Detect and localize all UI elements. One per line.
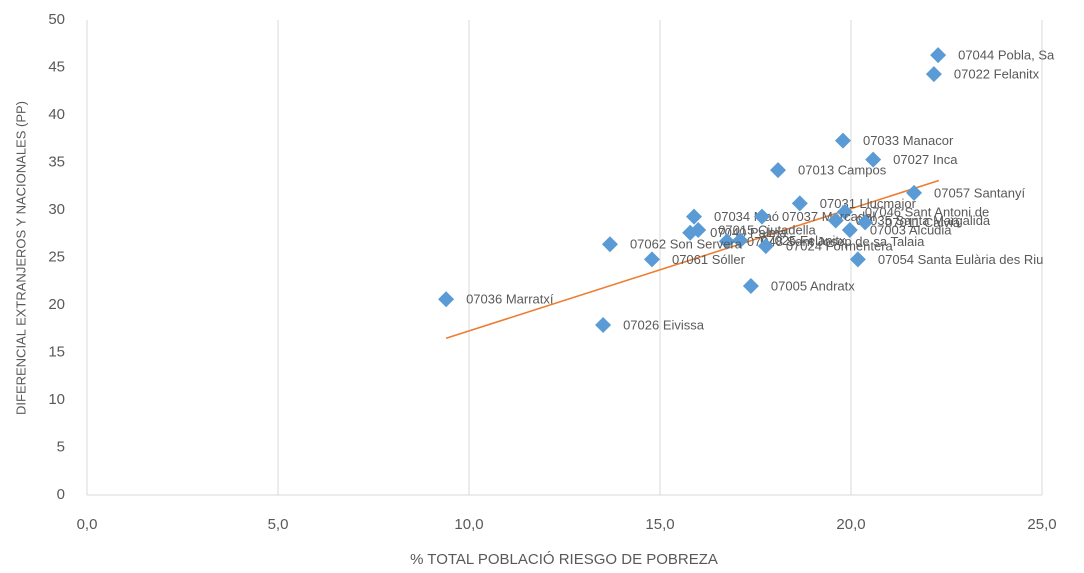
x-tick-label: 5,0: [268, 516, 289, 533]
point: [841, 221, 858, 238]
point: [836, 203, 853, 220]
point: [685, 208, 702, 225]
point-label: 07036 Marratxí: [466, 292, 554, 307]
point-label: 07013 Campos: [798, 163, 887, 178]
y-tick-label: 40: [48, 106, 65, 123]
x-tick-label: 15,0: [645, 516, 674, 533]
y-tick-label: 10: [48, 391, 65, 408]
point: [601, 236, 618, 253]
point-label: 07037 Mercadal: [782, 209, 875, 224]
point-label: 07005 Andratx: [771, 278, 855, 293]
point: [865, 151, 882, 168]
y-tick-label: 25: [48, 248, 65, 265]
y-tick-label: 30: [48, 201, 65, 218]
point: [718, 233, 735, 250]
point: [857, 214, 874, 231]
point-label: 07048 Sant Josep de sa Talaia: [747, 234, 925, 249]
point: [682, 224, 699, 241]
point: [834, 132, 851, 149]
point: [732, 232, 749, 249]
trendline: [445, 179, 940, 340]
point-label: 07015 Ciutadella: [718, 222, 816, 237]
point: [791, 195, 808, 212]
point: [757, 238, 774, 255]
point-label: 07033 Manacor: [863, 133, 954, 148]
y-tick-label: 20: [48, 296, 65, 313]
point: [925, 66, 942, 83]
y-tick-label: 0: [57, 486, 65, 503]
point-label: 07022 Felanitx: [954, 67, 1040, 82]
point-label: 07054 Santa Eulària des Riu: [878, 252, 1044, 267]
x-tick-label: 20,0: [836, 516, 865, 533]
point-label: 07027 Inca: [893, 152, 958, 167]
point: [827, 212, 844, 229]
y-tick-label: 5: [57, 438, 65, 455]
x-tick-label: 10,0: [454, 516, 483, 533]
point-label: 07061 Sóller: [672, 252, 746, 267]
point: [742, 278, 759, 294]
point: [753, 208, 770, 225]
point-label: 07057 Santanyí: [934, 185, 1025, 200]
y-tick-label: 35: [48, 153, 65, 170]
x-axis-title: % TOTAL POBLACIÓ RIESGO DE POBREZA: [410, 551, 718, 568]
point-label: 07046 Sant Antoni de: [865, 204, 989, 219]
point-label: 07044 Pobla, Sa: [958, 48, 1055, 63]
point: [438, 291, 455, 308]
point-label: 07011 Calvià: [885, 215, 961, 230]
x-tick-label: 25,0: [1027, 516, 1056, 533]
point-label: 07024 Formentera: [786, 239, 894, 254]
point-label: 07062 Son Servera: [630, 237, 743, 252]
point: [906, 184, 923, 201]
y-tick-label: 15: [48, 343, 65, 360]
point-label: 07026 Eivissa: [623, 317, 705, 332]
point: [770, 162, 787, 179]
x-tick-label: 0,0: [77, 516, 98, 533]
point: [595, 316, 612, 333]
point: [849, 251, 866, 268]
point: [930, 47, 947, 64]
y-tick-label: 45: [48, 58, 65, 75]
point-label: 07025 Felanitx: [760, 233, 846, 248]
point-label: 07003 Alcúdia: [870, 222, 952, 237]
point: [643, 251, 660, 268]
point-label: 07035 Santa Margalida: [856, 213, 991, 228]
y-tick-label: 50: [48, 11, 65, 28]
y-axis-title: DIFERENCIAL EXTRANJEROS Y NACIONALES (PP…: [13, 101, 28, 415]
